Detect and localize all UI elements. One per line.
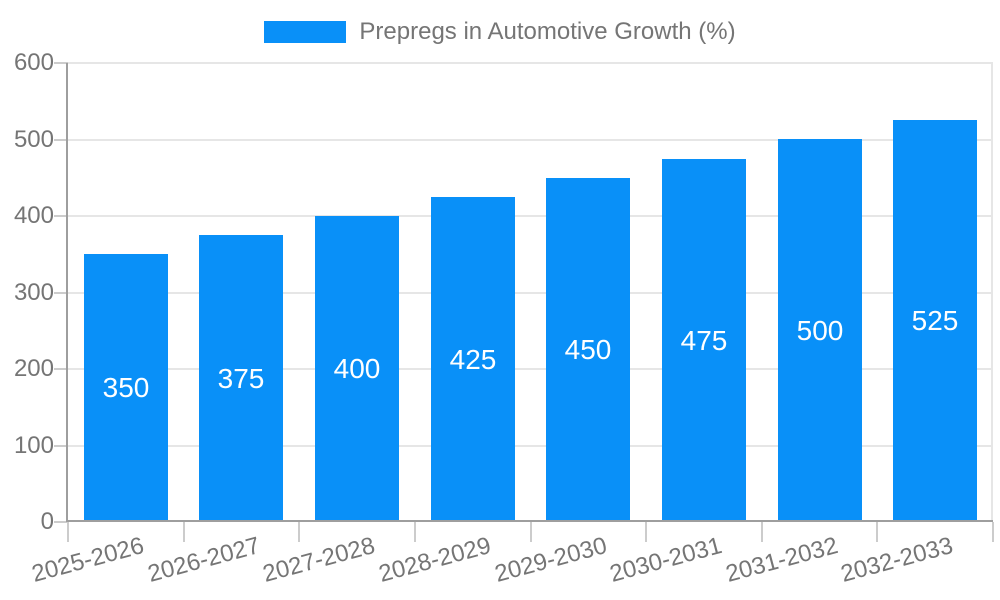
bar-value-label: 525 bbox=[911, 305, 959, 336]
y-axis-label: 300 bbox=[13, 278, 54, 306]
y-axis-label: 0 bbox=[40, 508, 54, 535]
bar-value-label: 350 bbox=[102, 372, 150, 403]
x-axis-line bbox=[68, 520, 993, 522]
bar bbox=[778, 139, 862, 522]
bar bbox=[84, 254, 168, 522]
y-axis-label: 600 bbox=[13, 49, 54, 76]
gridline bbox=[68, 138, 993, 141]
y-axis-tick bbox=[54, 291, 68, 294]
y-axis-tick bbox=[54, 215, 68, 217]
gridline bbox=[68, 215, 993, 217]
bar bbox=[662, 159, 746, 522]
y-axis-label: 400 bbox=[13, 202, 54, 229]
x-axis-label: 2026-2027 bbox=[144, 532, 263, 588]
bar-value-label: 500 bbox=[796, 315, 844, 346]
y-axis-label: 200 bbox=[13, 355, 54, 382]
plot-right-border bbox=[991, 63, 993, 522]
bar-value-label: 475 bbox=[680, 325, 728, 356]
y-axis-tick bbox=[54, 368, 68, 370]
bar-value-label: 400 bbox=[333, 353, 381, 384]
x-axis-tick bbox=[760, 522, 763, 542]
bar bbox=[546, 178, 630, 522]
y-axis-tick bbox=[54, 444, 68, 447]
gridline bbox=[68, 368, 993, 370]
x-axis-label: 2031-2032 bbox=[722, 532, 841, 588]
x-axis-tick bbox=[182, 522, 185, 542]
bar bbox=[315, 216, 399, 522]
x-axis-label: 2032-2033 bbox=[838, 532, 957, 588]
bar bbox=[431, 197, 515, 522]
x-axis-tick bbox=[992, 522, 994, 542]
x-axis-tick bbox=[529, 522, 532, 542]
bar bbox=[199, 235, 283, 522]
chart-legend[interactable]: Prepregs in Automotive Growth (%) bbox=[0, 18, 1000, 46]
gridline bbox=[68, 444, 993, 447]
gridline bbox=[68, 291, 993, 294]
y-axis-tick bbox=[54, 62, 68, 64]
y-axis-tick bbox=[54, 521, 68, 523]
gridline bbox=[68, 62, 993, 64]
x-axis-tick bbox=[645, 522, 648, 542]
y-axis-label: 100 bbox=[13, 431, 54, 459]
x-axis-tick bbox=[876, 522, 879, 542]
x-axis-label: 2028-2029 bbox=[375, 532, 494, 588]
y-axis-label: 500 bbox=[13, 125, 54, 153]
x-axis-tick bbox=[298, 522, 301, 542]
legend-swatch bbox=[264, 21, 347, 43]
y-axis-line bbox=[66, 63, 68, 522]
x-axis-tick bbox=[413, 522, 416, 542]
bar bbox=[893, 120, 977, 522]
bar-value-label: 375 bbox=[217, 363, 265, 394]
x-axis-label: 2030-2031 bbox=[607, 532, 725, 588]
legend-label: Prepregs in Automotive Growth (%) bbox=[359, 18, 736, 45]
bar-value-label: 450 bbox=[564, 334, 612, 365]
x-axis-label: 2029-2030 bbox=[491, 532, 610, 588]
x-axis-tick bbox=[67, 522, 69, 542]
x-axis-label: 2027-2028 bbox=[260, 532, 379, 588]
y-axis-tick bbox=[54, 138, 68, 141]
bar-value-label: 425 bbox=[449, 344, 497, 375]
x-axis-label: 2025-2026 bbox=[28, 532, 147, 588]
